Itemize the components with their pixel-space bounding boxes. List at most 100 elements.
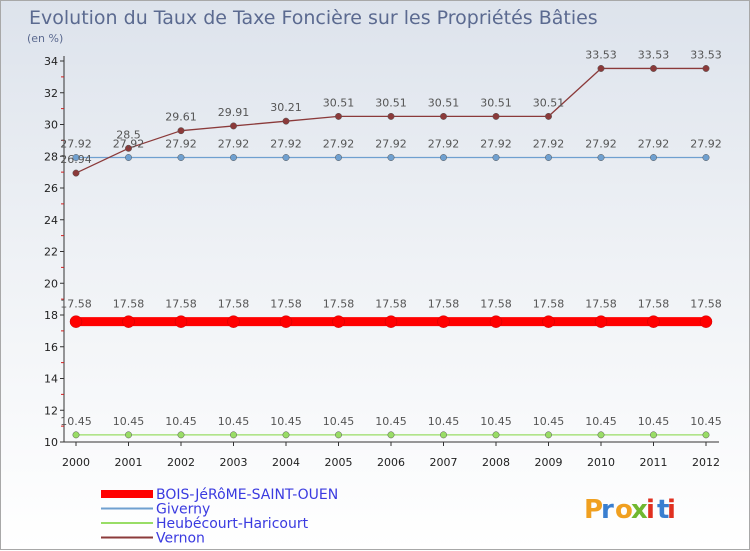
data-point xyxy=(122,315,135,328)
y-tick-label: 16 xyxy=(44,341,58,354)
data-point xyxy=(279,315,293,328)
data-label: 17.58 xyxy=(375,298,407,311)
data-label: 17.58 xyxy=(60,298,92,311)
data-point xyxy=(230,431,237,439)
data-label: 10.45 xyxy=(60,415,92,428)
x-tick-label: 2007 xyxy=(430,456,458,469)
logo-letter: t xyxy=(657,495,669,525)
data-point xyxy=(227,315,240,328)
data-label: 30.51 xyxy=(428,96,460,109)
data-point xyxy=(545,154,552,161)
data-point xyxy=(437,315,450,328)
data-point xyxy=(282,154,290,161)
logo-letter: o xyxy=(615,495,633,525)
data-point xyxy=(387,431,395,439)
x-tick-label: 2000 xyxy=(62,456,90,469)
data-label: 30.21 xyxy=(270,101,302,114)
data-label: 27.92 xyxy=(428,138,460,151)
y-tick-label: 10 xyxy=(44,436,58,449)
x-tick-label: 2009 xyxy=(535,456,563,469)
legend: BOIS-JéRôME-SAINT-OUENGivernyHeubécourt-… xyxy=(101,487,338,547)
data-point xyxy=(597,154,605,161)
data-label: 27.92 xyxy=(165,138,197,151)
x-tick-label: 2008 xyxy=(482,456,510,469)
data-point xyxy=(650,65,657,72)
data-point xyxy=(387,112,395,120)
data-point xyxy=(282,431,290,439)
data-label: 10.45 xyxy=(480,415,512,428)
y-tick-label: 22 xyxy=(44,246,58,259)
y-tick-label: 34 xyxy=(44,55,58,68)
logo-letter: x xyxy=(631,495,648,525)
data-label: 27.92 xyxy=(533,138,565,151)
data-label: 17.58 xyxy=(165,298,197,311)
data-point xyxy=(492,431,500,439)
data-label: 10.45 xyxy=(218,415,250,428)
data-label: 30.51 xyxy=(323,96,355,109)
data-point xyxy=(597,65,605,72)
x-tick-label: 2011 xyxy=(640,456,668,469)
data-point xyxy=(72,154,80,161)
data-label: 27.92 xyxy=(638,138,670,151)
logo-letter: P xyxy=(584,495,603,525)
data-point xyxy=(650,154,657,161)
data-label: 29.61 xyxy=(165,111,197,124)
proxiti-logo: Pr oxi ti xyxy=(584,495,676,525)
y-tick-label: 28 xyxy=(44,150,58,163)
data-label: 10.45 xyxy=(428,415,460,428)
data-label: 17.58 xyxy=(585,298,617,311)
data-label: 28.5 xyxy=(116,128,141,141)
data-label: 17.58 xyxy=(218,298,250,311)
logo-letter: i xyxy=(667,495,676,525)
data-point xyxy=(174,315,188,328)
data-point xyxy=(72,169,80,177)
y-tick-label: 18 xyxy=(44,309,58,322)
legend-label: Vernon xyxy=(156,531,205,547)
series-lines xyxy=(69,65,713,439)
data-point xyxy=(177,154,185,161)
data-point xyxy=(125,144,132,152)
y-tick-label: 24 xyxy=(44,214,58,227)
data-label: 10.45 xyxy=(690,415,722,428)
data-point xyxy=(282,117,290,125)
data-point xyxy=(335,431,342,439)
data-point xyxy=(125,431,132,439)
data-label: 10.45 xyxy=(113,415,145,428)
data-point xyxy=(177,431,185,439)
data-label: 17.58 xyxy=(113,298,145,311)
data-point xyxy=(650,431,657,439)
data-point xyxy=(440,112,447,120)
data-label: 27.92 xyxy=(323,138,355,151)
data-point xyxy=(335,112,342,120)
x-tick-label: 2005 xyxy=(325,456,353,469)
data-label: 10.45 xyxy=(585,415,617,428)
data-label: 27.92 xyxy=(113,138,145,151)
data-point xyxy=(594,315,608,328)
axes: 10 12 14 16 18 20 22 24 26 28 30 32 34 2000 2001 2002 20… xyxy=(44,55,720,469)
data-labels: 27.92 27.92 27.92 27.92 27.92 27.92 27.92 27.92… xyxy=(60,48,722,427)
data-point xyxy=(647,315,660,328)
x-tick-label: 2012 xyxy=(692,456,720,469)
data-label: 30.51 xyxy=(533,96,565,109)
data-point xyxy=(702,65,710,72)
data-label: 27.92 xyxy=(690,138,722,151)
data-point xyxy=(492,112,500,120)
chart-subtitle: (en %) xyxy=(27,32,63,45)
data-point xyxy=(335,154,342,161)
data-label: 30.51 xyxy=(375,96,407,109)
data-point xyxy=(387,154,395,161)
data-point xyxy=(492,154,500,161)
y-tick-label: 12 xyxy=(44,404,58,417)
data-point xyxy=(69,315,83,328)
data-label: 27.92 xyxy=(585,138,617,151)
legend-label: Heubécourt-Haricourt xyxy=(156,516,309,532)
data-point xyxy=(125,154,132,161)
data-point xyxy=(702,154,710,161)
logo-letter: i xyxy=(646,495,655,525)
data-label: 30.51 xyxy=(480,96,512,109)
data-label: 17.58 xyxy=(428,298,460,311)
data-label: 33.53 xyxy=(690,48,722,61)
y-tick-label: 32 xyxy=(44,87,58,100)
x-tick-label: 2004 xyxy=(272,456,300,469)
